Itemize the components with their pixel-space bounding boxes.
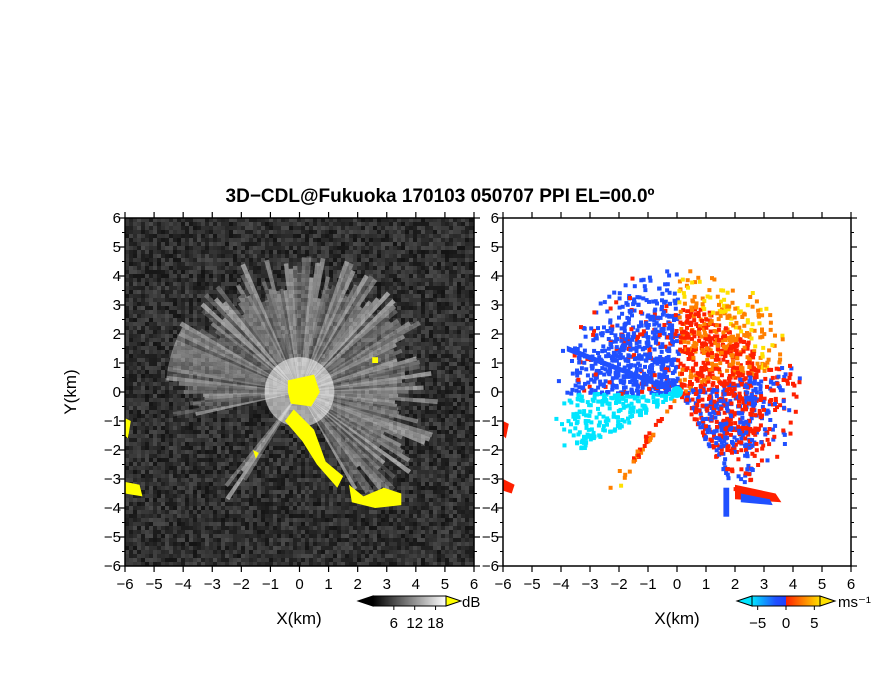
x-tick-label: −3: [204, 576, 221, 593]
y-tick-label: 2: [491, 326, 499, 343]
y-tick-label: −5: [482, 529, 499, 546]
x-tick-label: 3: [760, 576, 768, 593]
y-tick-label: 0: [491, 384, 499, 401]
x-tick-label: −5: [523, 576, 540, 593]
x-tick-label: 6: [847, 576, 855, 593]
right-colorbar-lower-arrow: [735, 595, 753, 607]
y-tick-label: −3: [482, 471, 499, 488]
x-tick-label: −2: [610, 576, 627, 593]
x-tick-label: −4: [552, 576, 569, 593]
y-tick-label: −6: [482, 558, 499, 575]
y-tick-label: 1: [113, 355, 121, 372]
x-tick-label: −2: [233, 576, 250, 593]
x-tick-label: 6: [470, 576, 478, 593]
x-tick-label: 0: [295, 576, 303, 593]
x-tick-label: 4: [412, 576, 420, 593]
left-colorbar-upper-arrow: [445, 595, 463, 607]
y-tick-label: −6: [104, 558, 121, 575]
right-colorbar-upper-arrow: [819, 595, 837, 607]
y-tick-label: −4: [104, 500, 121, 517]
y-tick-label: −4: [482, 500, 499, 517]
y-tick-label: 0: [113, 384, 121, 401]
left-panel: −6 −5 −4 −3 −2 −1 0 1 2 3 4 5 6 6 5 4 3 2 1 0 −1 −2 −3 −4 −5 −6: [104, 210, 480, 593]
y-tick-label: −5: [104, 529, 121, 546]
y-tick-label: 4: [113, 268, 121, 285]
x-tick-label: 4: [789, 576, 797, 593]
colorbar-tick-label: 6: [390, 615, 398, 632]
x-tick-label: 5: [441, 576, 449, 593]
y-tick-label: 3: [113, 297, 121, 314]
x-tick-label: −4: [175, 576, 192, 593]
y-tick-label: −3: [104, 471, 121, 488]
left-colorbar-unit: dB: [462, 594, 480, 611]
y-tick-label: 4: [491, 268, 499, 285]
left-colorbar: 6 12 18 dB: [356, 594, 480, 632]
x-tick-label: 1: [324, 576, 332, 593]
x-tick-label: 5: [818, 576, 826, 593]
y-tick-label: 2: [113, 326, 121, 343]
x-tick-label: 1: [702, 576, 710, 593]
colorbar-tick-label: −5: [749, 615, 766, 632]
x-tick-label: −3: [581, 576, 598, 593]
x-tick-label: −1: [262, 576, 279, 593]
colorbar-tick-label: 0: [782, 615, 790, 632]
y-tick-label: 5: [113, 239, 121, 256]
y-tick-label: 5: [491, 239, 499, 256]
x-tick-label: −6: [494, 576, 511, 593]
left-xlabel: X(km): [276, 609, 321, 628]
y-tick-label: 3: [491, 297, 499, 314]
x-tick-label: −1: [639, 576, 656, 593]
x-tick-label: −6: [116, 576, 133, 593]
right-panel: −6 −5 −4 −3 −2 −1 0 1 2 3 4 5 6 6 5 4 3 2 1 0 −1 −2 −3 −4 −5 −6: [482, 210, 857, 593]
x-tick-label: 3: [383, 576, 391, 593]
x-tick-label: −5: [146, 576, 163, 593]
left-colorbar-ramp: [372, 595, 447, 607]
x-tick-label: 0: [673, 576, 681, 593]
x-tick-label: 2: [731, 576, 739, 593]
right-xlabel: X(km): [654, 609, 699, 628]
chart-title: 3D−CDL@Fukuoka 170103 050707 PPI EL=00.0…: [225, 186, 655, 207]
colorbar-tick-label: 18: [427, 615, 444, 632]
y-tick-label: −2: [482, 442, 499, 459]
right-colorbar: −5 0 5 ms⁻¹: [735, 594, 871, 632]
left-ylabel: Y(km): [61, 369, 80, 414]
colorbar-tick-label: 12: [406, 615, 423, 632]
x-tick-label: 2: [353, 576, 361, 593]
y-tick-label: −2: [104, 442, 121, 459]
y-tick-label: −1: [104, 413, 121, 430]
colorbar-tick-label: 5: [810, 615, 818, 632]
right-colorbar-unit: ms⁻¹: [838, 594, 871, 611]
y-tick-label: 6: [491, 210, 499, 227]
left-colorbar-lower-arrow: [356, 595, 374, 607]
y-tick-label: 1: [491, 355, 499, 372]
y-tick-label: −1: [482, 413, 499, 430]
right-colorbar-ramp: [751, 595, 821, 607]
y-tick-label: 6: [113, 210, 121, 227]
